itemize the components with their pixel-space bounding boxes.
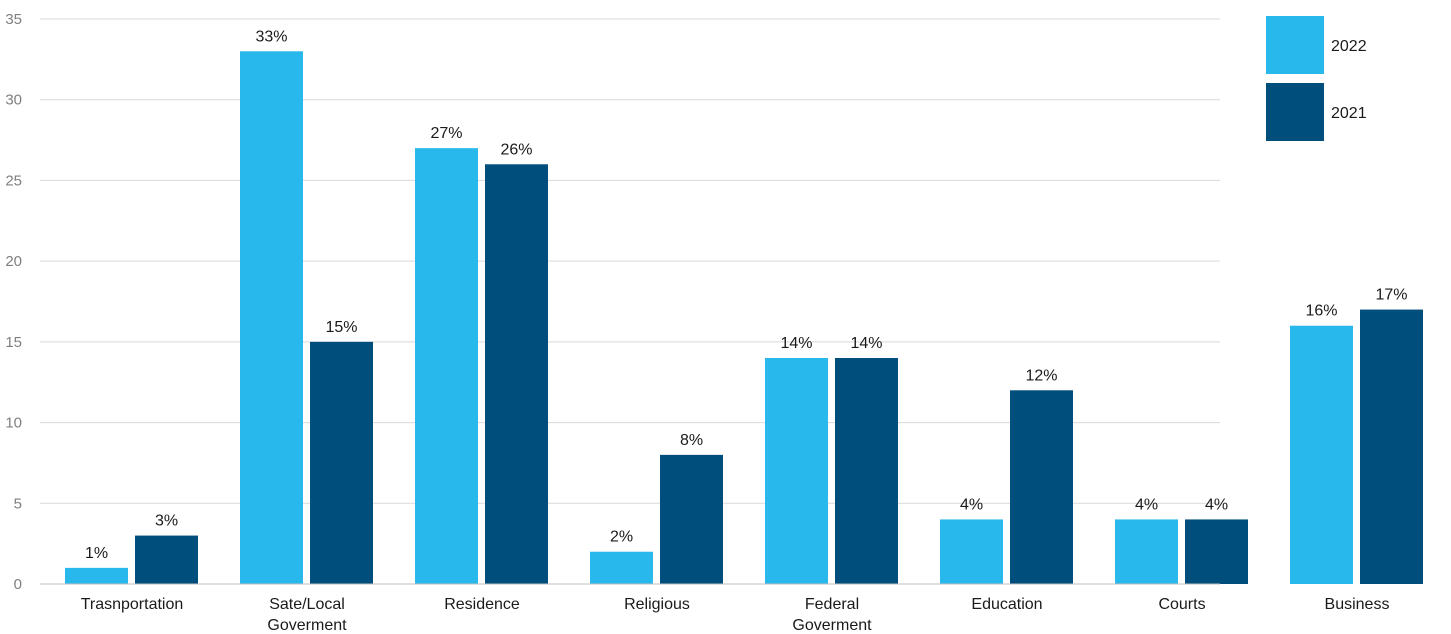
data-label: 17% [1375, 287, 1407, 304]
data-label: 1% [85, 545, 108, 562]
bar-2021-5 [1010, 390, 1073, 584]
bar-2021-7 [1360, 309, 1423, 584]
x-tick-label: Federal [805, 596, 859, 613]
bar-2021-6 [1185, 519, 1248, 584]
bar-2021-0 [135, 535, 198, 584]
data-label: 3% [155, 513, 178, 530]
data-label: 26% [500, 141, 532, 158]
legend-label: 2022 [1331, 38, 1367, 55]
x-tick-label: Trasnportation [81, 596, 184, 613]
legend-swatch-2022 [1266, 16, 1324, 74]
bar-2022-7 [1290, 325, 1353, 584]
data-label: 14% [780, 335, 812, 352]
bar-2021-4 [835, 358, 898, 584]
data-label: 33% [255, 28, 287, 45]
data-label: 14% [850, 335, 882, 352]
x-tick-label: Business [1325, 596, 1390, 613]
bar-2022-1 [240, 51, 303, 585]
y-tick-label: 0 [14, 576, 22, 593]
y-tick-label: 25 [5, 172, 22, 189]
bar-2021-1 [310, 341, 373, 584]
x-tick-label: Religious [624, 596, 690, 613]
data-label: 15% [325, 319, 357, 336]
y-tick-label: 10 [5, 415, 22, 432]
x-tick-label: Sate/Local [269, 596, 345, 613]
bar-2022-2 [415, 148, 478, 584]
bar-2022-5 [940, 519, 1003, 584]
y-tick-label: 20 [5, 253, 22, 270]
legend-label: 2021 [1331, 105, 1367, 122]
x-tick-label: Courts [1158, 596, 1205, 613]
data-label: 4% [960, 496, 983, 513]
y-tick-label: 35 [5, 11, 22, 28]
bar-2022-0 [65, 567, 128, 584]
data-label: 16% [1305, 303, 1337, 320]
data-label: 12% [1025, 367, 1057, 384]
data-label: 27% [430, 125, 462, 142]
x-tick-label: Education [971, 596, 1042, 613]
y-tick-label: 15 [5, 334, 22, 351]
x-tick-label: Residence [444, 596, 520, 613]
data-label: 4% [1205, 496, 1228, 513]
legend-swatch-2021 [1266, 83, 1324, 141]
data-label: 8% [680, 432, 703, 449]
x-tick-label: Goverment [792, 617, 872, 634]
data-label: 2% [610, 529, 633, 546]
bar-2021-2 [485, 164, 548, 585]
bar-2021-3 [660, 454, 723, 584]
bar-2022-4 [765, 358, 828, 584]
bar-2022-6 [1115, 519, 1178, 584]
x-tick-label: Goverment [267, 617, 347, 634]
bar-2022-3 [590, 551, 653, 584]
y-tick-label: 5 [14, 495, 22, 512]
y-tick-label: 30 [5, 92, 22, 109]
data-label: 4% [1135, 496, 1158, 513]
